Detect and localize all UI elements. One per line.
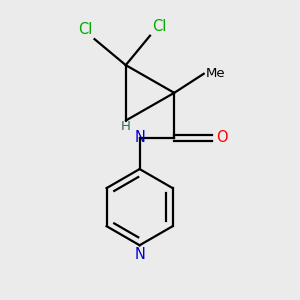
Text: Cl: Cl	[152, 19, 166, 34]
Text: O: O	[216, 130, 227, 146]
Text: N: N	[134, 247, 145, 262]
Text: Cl: Cl	[79, 22, 93, 38]
Text: H: H	[121, 120, 131, 133]
Text: N: N	[134, 130, 145, 146]
Text: Me: Me	[206, 67, 225, 80]
